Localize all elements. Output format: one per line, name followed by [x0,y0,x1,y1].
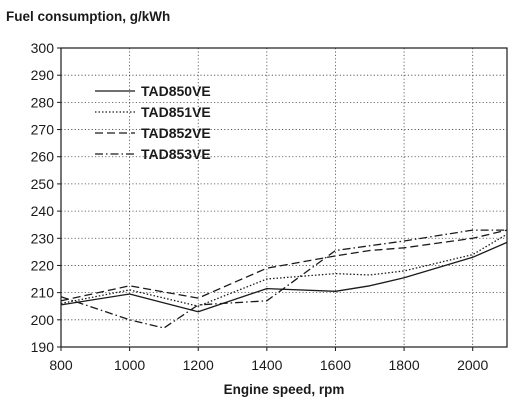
y-tick-label: 270 [31,122,55,138]
legend-label: TAD853VE [141,146,211,162]
plot-frame [60,47,508,348]
x-tick-label: 800 [49,357,73,373]
y-tick-label: 280 [31,94,55,110]
legend-label: TAD852VE [141,125,211,141]
y-tick-label: 230 [31,230,55,246]
y-tick-label: 260 [31,149,55,165]
axis-ticks: 190 200 210 220 230 240 250 260 270 280 290 300 800 1… [31,40,489,373]
y-tick-label: 250 [31,176,55,192]
series-line-tad852ve [60,229,508,302]
series-line-tad851ve [60,233,508,307]
x-tick-label: 1400 [251,357,282,373]
grid [61,48,507,347]
x-tick-label: 1800 [388,357,419,373]
legend-label: TAD851VE [141,104,211,120]
y-tick-label: 300 [31,40,55,56]
y-tick-label: 190 [31,339,55,355]
x-tick-label: 1600 [320,357,351,373]
series-line-tad850ve [60,241,508,313]
y-tick-label: 210 [31,285,55,301]
series-lines [60,229,508,329]
series-line-tad853ve [60,229,507,329]
legend-label: TAD850VE [141,83,211,99]
chart-title: Fuel consumption, g/kWh [6,9,170,24]
y-tick-label: 200 [31,312,55,328]
x-axis-label: Engine speed, rpm [224,382,345,397]
legend: TAD850VE TAD851VE TAD852VE TAD853VE [95,83,211,162]
y-tick-label: 290 [31,67,55,83]
y-tick-label: 240 [31,203,55,219]
x-tick-label: 1200 [183,357,214,373]
x-tick-label: 1000 [114,357,145,373]
y-tick-label: 220 [31,257,55,273]
x-tick-label: 2000 [457,357,488,373]
